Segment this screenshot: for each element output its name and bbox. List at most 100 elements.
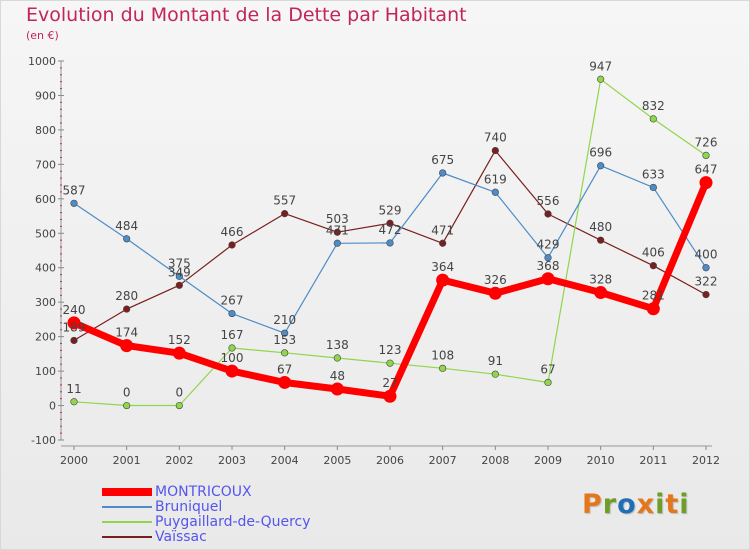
data-point bbox=[436, 273, 450, 287]
data-label: 328 bbox=[589, 273, 612, 287]
series-line bbox=[73, 165, 707, 334]
data-point bbox=[439, 169, 447, 177]
data-label: 210 bbox=[273, 313, 296, 327]
data-label: 472 bbox=[379, 223, 402, 237]
data-point bbox=[541, 272, 555, 286]
data-label: 429 bbox=[537, 238, 560, 252]
data-label: 48 bbox=[330, 369, 345, 383]
x-tick-label: 2007 bbox=[429, 454, 457, 467]
data-label: 633 bbox=[642, 167, 665, 181]
data-label: 349 bbox=[168, 265, 191, 279]
data-point bbox=[649, 115, 657, 123]
data-label: 471 bbox=[431, 223, 454, 237]
y-tick-label: -100 bbox=[31, 434, 56, 447]
logo-letter: x bbox=[636, 489, 656, 520]
data-point bbox=[172, 346, 186, 360]
data-label: 67 bbox=[540, 362, 555, 376]
data-point bbox=[225, 364, 239, 378]
data-labels-layer: 1892803494665575035294717405564804063221… bbox=[63, 59, 718, 399]
data-point bbox=[544, 254, 552, 262]
data-point bbox=[646, 302, 660, 316]
data-label: 696 bbox=[589, 146, 612, 160]
legend-swatch bbox=[102, 536, 152, 538]
data-point bbox=[386, 239, 394, 247]
data-label: 153 bbox=[273, 333, 296, 347]
data-point bbox=[123, 305, 131, 313]
data-label: 167 bbox=[221, 328, 244, 342]
data-point bbox=[228, 241, 236, 249]
chart-subtitle: (en €) bbox=[26, 29, 59, 42]
data-label: 832 bbox=[642, 99, 665, 113]
data-point bbox=[175, 281, 183, 289]
data-point bbox=[333, 239, 341, 247]
data-point bbox=[702, 151, 710, 160]
data-label: 619 bbox=[484, 172, 507, 186]
data-point bbox=[123, 401, 131, 410]
data-label: 100 bbox=[221, 351, 244, 365]
legend-label: MONTRICOUX bbox=[155, 484, 252, 500]
proxiti-logo: Proxiti bbox=[582, 489, 690, 520]
series-layer bbox=[67, 75, 713, 410]
data-point bbox=[594, 286, 608, 300]
x-tick-label: 2004 bbox=[271, 454, 299, 467]
x-tick-label: 2010 bbox=[587, 454, 615, 467]
data-point bbox=[228, 309, 236, 318]
data-point bbox=[439, 364, 447, 372]
data-label: 406 bbox=[642, 246, 665, 260]
legend-swatch bbox=[102, 488, 152, 496]
legend-label: Vaïssac bbox=[155, 529, 207, 545]
x-tick-label: 2011 bbox=[639, 454, 667, 467]
data-label: 466 bbox=[221, 225, 244, 239]
data-label: 152 bbox=[168, 333, 191, 347]
data-point bbox=[70, 199, 78, 207]
data-label: 91 bbox=[488, 354, 503, 368]
data-point bbox=[228, 344, 236, 352]
series-bruniquel bbox=[70, 162, 710, 337]
data-label: 647 bbox=[695, 163, 718, 177]
logo-letter: P bbox=[582, 489, 603, 520]
data-point bbox=[278, 375, 292, 389]
data-label: 587 bbox=[63, 183, 86, 197]
data-label: 0 bbox=[123, 386, 131, 400]
data-point bbox=[175, 272, 183, 280]
y-tick-label: 400 bbox=[35, 262, 56, 275]
data-point bbox=[699, 176, 713, 190]
series-puygaillard-de-quercy bbox=[70, 75, 710, 410]
y-tick-label: 800 bbox=[35, 124, 56, 137]
data-point bbox=[123, 235, 131, 243]
data-point bbox=[70, 336, 78, 345]
legend-swatch bbox=[102, 521, 152, 523]
y-tick-label: 500 bbox=[35, 227, 56, 240]
data-point bbox=[120, 339, 134, 353]
data-label: 280 bbox=[115, 289, 138, 303]
x-tick-label: 2000 bbox=[60, 454, 88, 467]
data-label: 503 bbox=[326, 212, 349, 226]
data-label: 556 bbox=[537, 194, 560, 208]
data-label: 322 bbox=[695, 275, 718, 289]
data-point bbox=[386, 359, 394, 367]
data-point bbox=[281, 329, 289, 337]
data-point bbox=[597, 75, 605, 83]
data-point bbox=[333, 354, 341, 362]
data-label: 123 bbox=[379, 343, 402, 357]
data-label: 108 bbox=[431, 348, 454, 362]
data-label: 267 bbox=[221, 294, 244, 308]
data-point bbox=[175, 401, 183, 410]
x-tick-label: 2009 bbox=[534, 454, 562, 467]
data-point bbox=[597, 236, 605, 244]
x-tick-label: 2003 bbox=[218, 454, 246, 467]
data-point bbox=[597, 162, 605, 170]
data-point bbox=[67, 316, 81, 330]
data-point bbox=[491, 370, 499, 378]
data-label: 740 bbox=[484, 131, 507, 145]
data-point bbox=[281, 210, 289, 218]
data-point bbox=[544, 378, 552, 387]
data-label: 480 bbox=[589, 220, 612, 234]
data-label: 947 bbox=[589, 59, 612, 73]
data-label: 368 bbox=[537, 259, 560, 273]
series-va-ssac bbox=[70, 146, 710, 345]
y-tick-label: 900 bbox=[35, 89, 56, 102]
data-label: 240 bbox=[63, 303, 86, 317]
